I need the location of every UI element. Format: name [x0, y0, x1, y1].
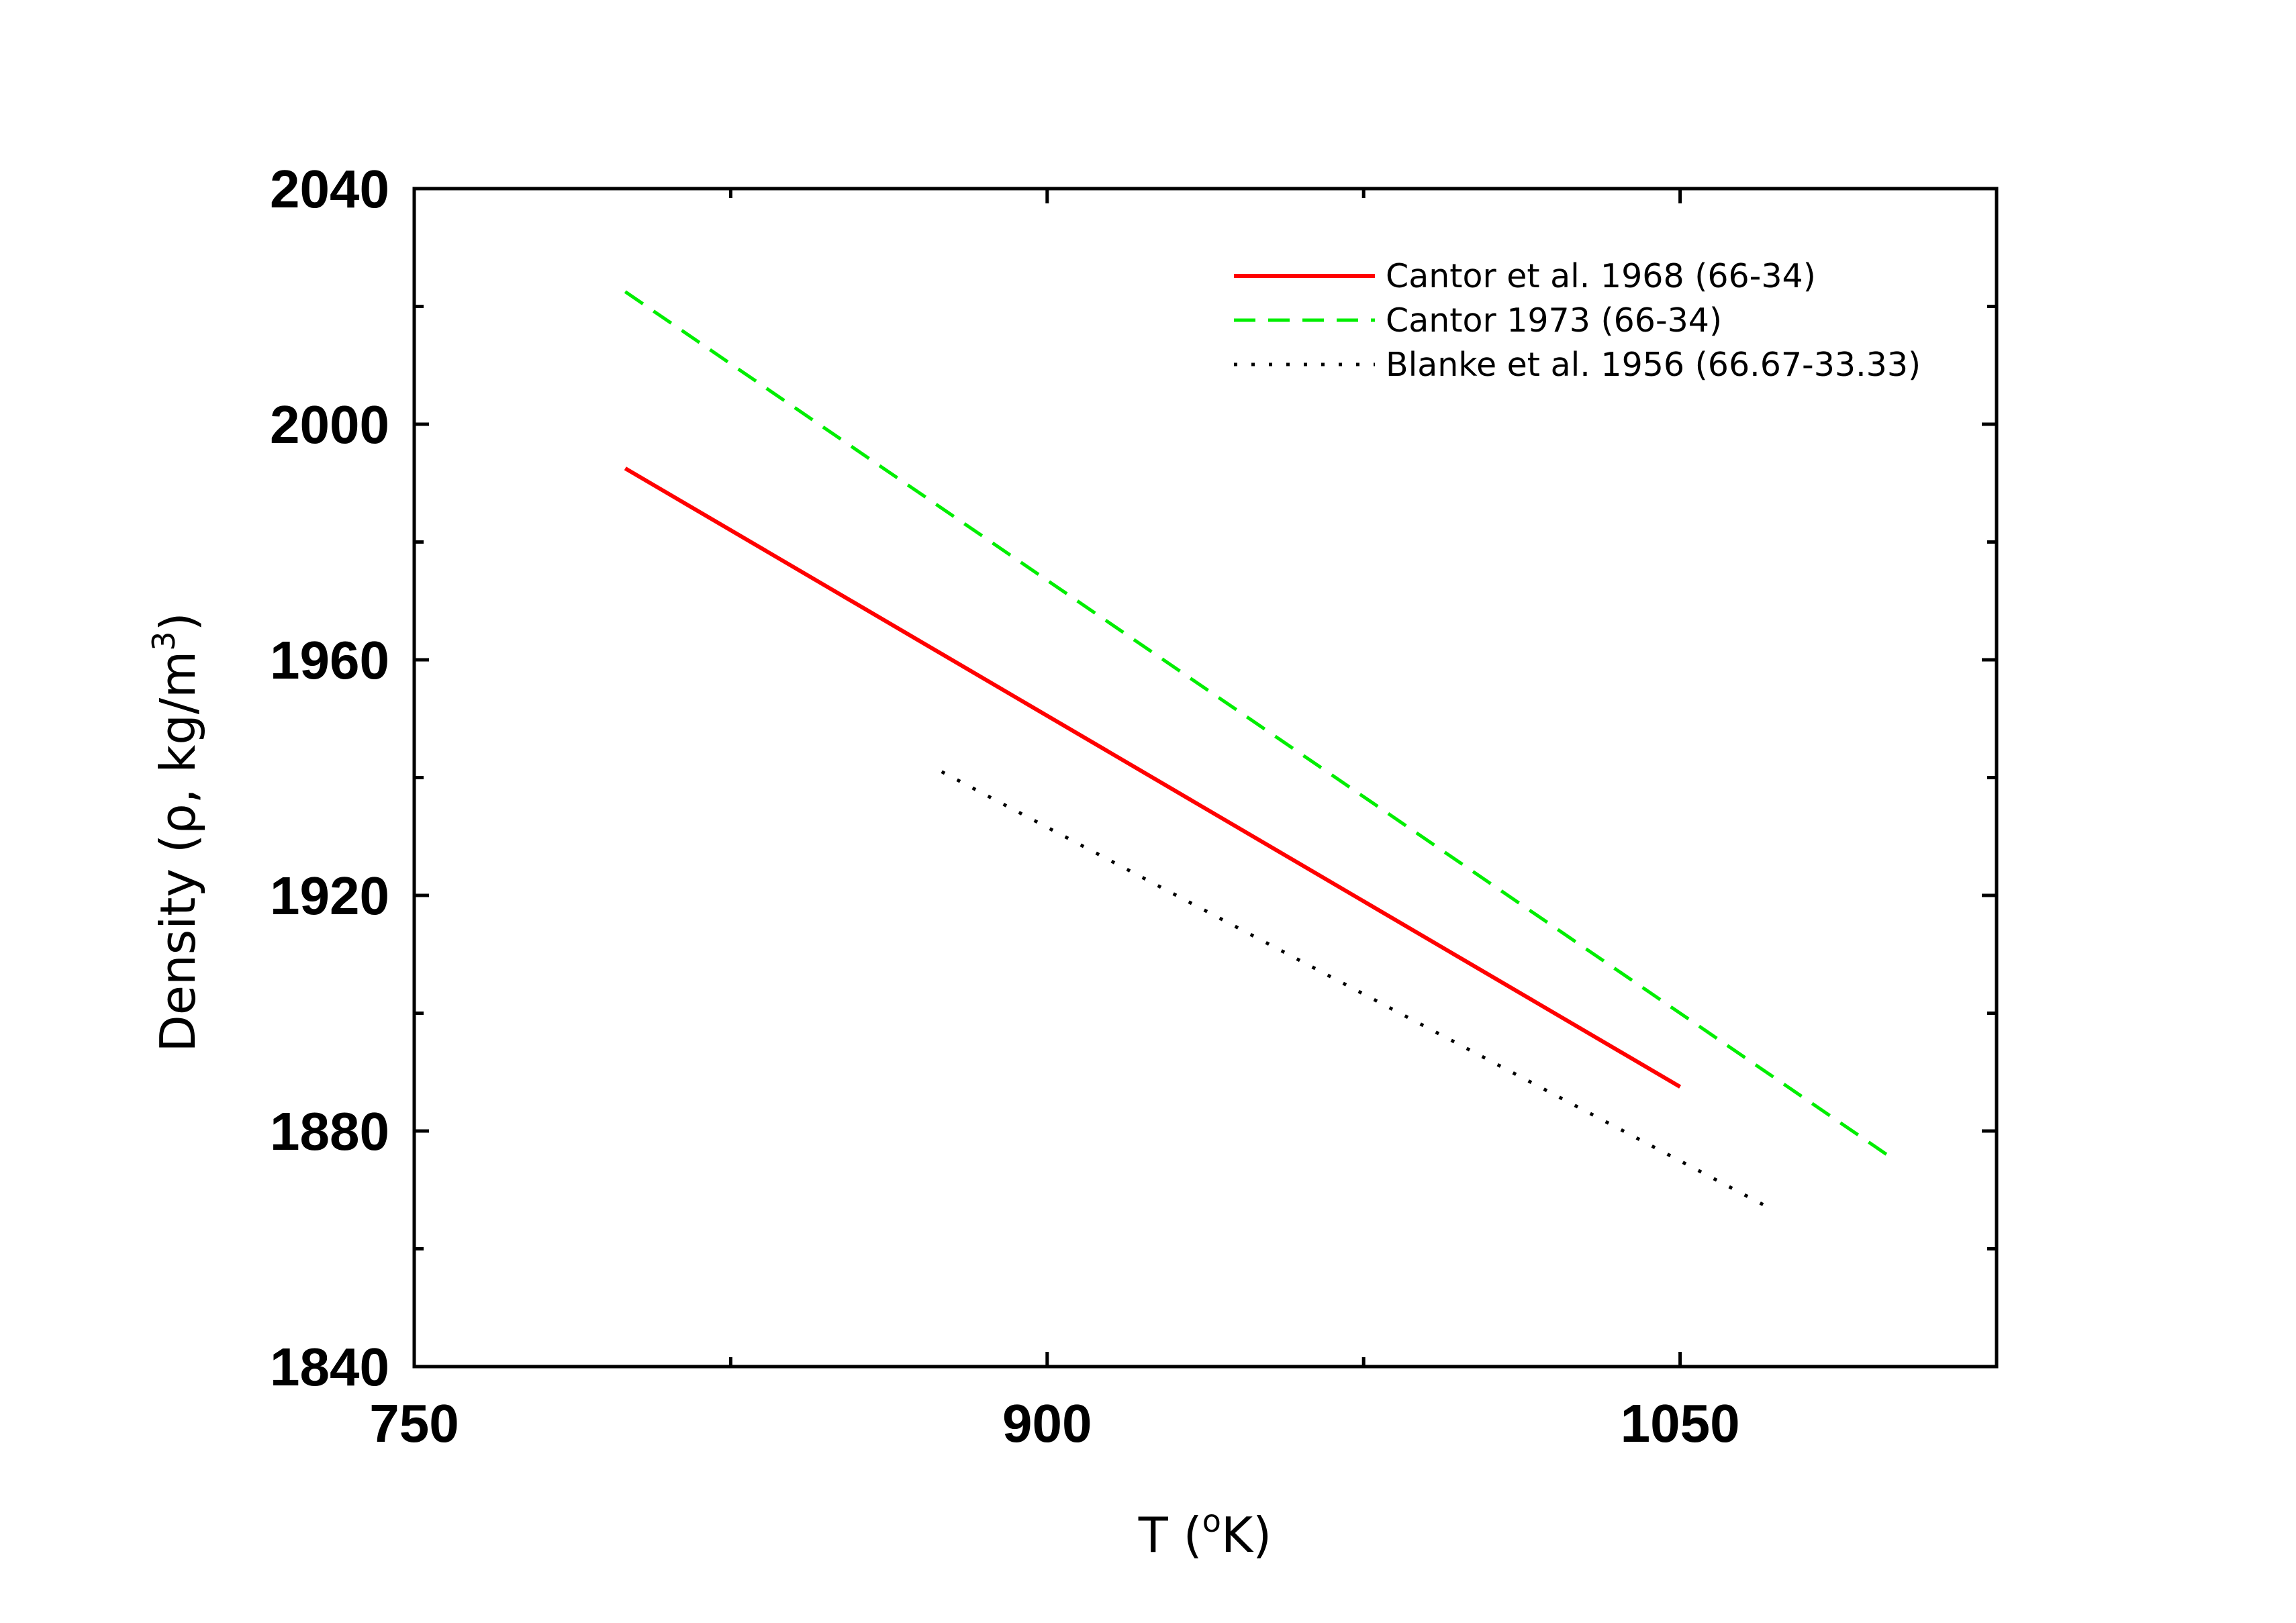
- legend: Cantor et al. 1968 (66-34) Cantor 1973 (…: [1234, 257, 1921, 384]
- y-axis-title-sup: 3: [146, 631, 182, 650]
- x-tick-label: 1050: [1621, 1393, 1740, 1453]
- y-axis-title-main: Density (ρ, kg/m: [150, 651, 206, 1052]
- axis-tick-labels: 750 900 1050 1840 1880 1920 1960 2000 2040: [270, 159, 1740, 1453]
- series-lines: [624, 290, 1893, 1210]
- y-axis-title: Density (ρ, kg/m3): [146, 612, 206, 1052]
- y-tick-label: 1960: [270, 630, 389, 690]
- x-tick-label: 900: [1002, 1393, 1092, 1453]
- legend-label-cantor-1968: Cantor et al. 1968 (66-34): [1386, 257, 1816, 295]
- series-line-0: [624, 466, 1682, 1089]
- y-tick-label: 2040: [270, 159, 389, 219]
- legend-label-cantor-1973: Cantor 1973 (66-34): [1386, 301, 1722, 340]
- y-tick-label: 1920: [270, 866, 389, 926]
- axis-ticks: [412, 187, 1997, 1369]
- legend-label-blanke-1956: Blanke et al. 1956 (66.67-33.33): [1386, 346, 1921, 384]
- y-tick-label: 2000: [270, 395, 389, 454]
- x-axis-title-main: T (: [1138, 1507, 1202, 1563]
- y-tick-label: 1840: [270, 1337, 389, 1397]
- x-tick-label: 750: [369, 1393, 459, 1453]
- x-axis-title-sup: o: [1202, 1503, 1221, 1539]
- y-tick-label: 1880: [270, 1101, 389, 1161]
- y-axis-title-tail: ): [150, 612, 206, 631]
- x-axis-title: T (oK): [1138, 1503, 1272, 1563]
- x-axis-title-tail: K): [1221, 1507, 1272, 1563]
- series-line-1: [624, 290, 1893, 1159]
